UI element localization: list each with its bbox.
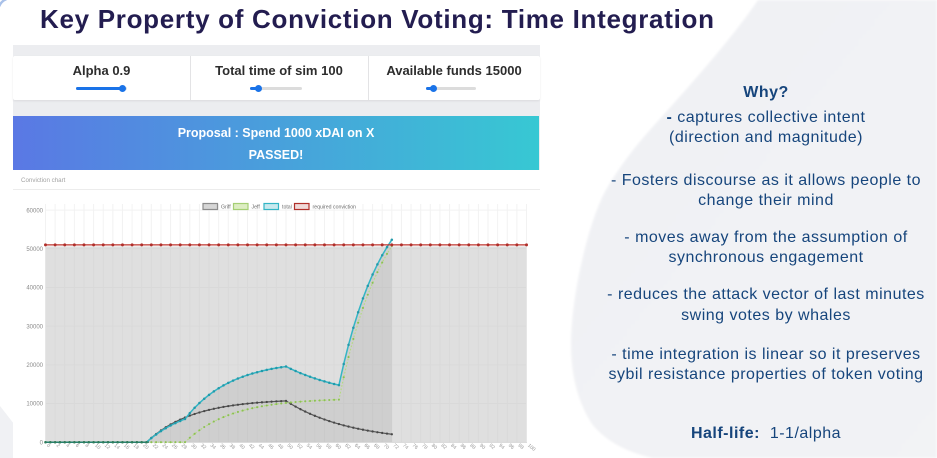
svg-text:56: 56 xyxy=(315,443,323,451)
svg-text:60: 60 xyxy=(334,443,342,451)
svg-text:Jeff: Jeff xyxy=(252,205,261,211)
svg-text:44: 44 xyxy=(257,443,265,451)
svg-text:46: 46 xyxy=(266,443,274,451)
svg-text:60000: 60000 xyxy=(26,208,43,214)
svg-text:22: 22 xyxy=(151,443,159,451)
svg-text:38: 38 xyxy=(228,443,236,451)
svg-text:70: 70 xyxy=(382,443,390,451)
svg-text:0: 0 xyxy=(40,440,44,446)
svg-text:14: 14 xyxy=(113,443,121,451)
svg-text:98: 98 xyxy=(517,443,525,451)
svg-text:82: 82 xyxy=(440,443,448,451)
svg-text:40000: 40000 xyxy=(26,286,43,292)
svg-text:36: 36 xyxy=(218,443,226,451)
svg-text:64: 64 xyxy=(353,443,361,451)
svg-text:100: 100 xyxy=(526,443,536,453)
svg-text:94: 94 xyxy=(497,443,505,451)
svg-text:54: 54 xyxy=(305,443,313,451)
svg-text:62: 62 xyxy=(343,443,351,451)
svg-text:34: 34 xyxy=(209,443,217,451)
svg-text:84: 84 xyxy=(449,443,457,451)
svg-text:32: 32 xyxy=(199,443,207,451)
svg-text:2: 2 xyxy=(55,443,61,450)
svg-text:88: 88 xyxy=(468,443,476,451)
svg-text:72: 72 xyxy=(392,443,400,451)
svg-text:total: total xyxy=(282,205,292,211)
svg-text:58: 58 xyxy=(324,443,332,451)
svg-text:92: 92 xyxy=(488,443,496,451)
svg-text:24: 24 xyxy=(161,443,169,451)
svg-text:12: 12 xyxy=(103,443,111,451)
svg-text:50: 50 xyxy=(286,443,294,451)
svg-text:80: 80 xyxy=(430,443,438,451)
svg-text:76: 76 xyxy=(411,443,419,451)
svg-text:28: 28 xyxy=(180,443,188,451)
svg-text:Griff: Griff xyxy=(221,205,231,211)
svg-text:required conviction: required conviction xyxy=(313,205,357,211)
svg-text:66: 66 xyxy=(363,443,371,451)
svg-text:96: 96 xyxy=(507,443,515,451)
svg-text:90: 90 xyxy=(478,443,486,451)
svg-text:4: 4 xyxy=(64,443,70,450)
svg-text:40: 40 xyxy=(238,443,246,451)
svg-text:30: 30 xyxy=(190,443,198,451)
svg-text:10: 10 xyxy=(93,443,101,451)
svg-text:8: 8 xyxy=(84,443,90,450)
svg-text:30000: 30000 xyxy=(26,324,43,330)
svg-text:86: 86 xyxy=(459,443,467,451)
svg-text:16: 16 xyxy=(122,443,130,451)
svg-text:20000: 20000 xyxy=(26,363,43,369)
svg-text:48: 48 xyxy=(276,443,284,451)
svg-text:42: 42 xyxy=(247,443,255,451)
svg-text:50000: 50000 xyxy=(26,247,43,253)
svg-text:6: 6 xyxy=(74,443,80,450)
svg-text:74: 74 xyxy=(401,443,409,451)
svg-text:10000: 10000 xyxy=(26,402,43,408)
svg-text:68: 68 xyxy=(372,443,380,451)
svg-text:20: 20 xyxy=(141,443,149,451)
svg-text:26: 26 xyxy=(170,443,178,451)
svg-text:78: 78 xyxy=(420,443,428,451)
svg-text:18: 18 xyxy=(132,443,140,451)
svg-text:0: 0 xyxy=(45,443,51,450)
svg-text:52: 52 xyxy=(295,443,303,451)
